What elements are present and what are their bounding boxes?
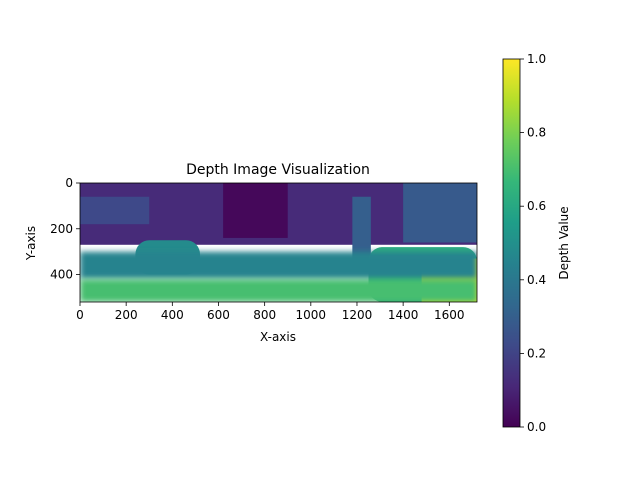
colorbar-tick-label: 0.4 xyxy=(527,273,546,287)
image-frame xyxy=(79,182,478,303)
region-dark-center-top xyxy=(223,183,288,238)
region-ground-near xyxy=(80,279,477,302)
region-right-upper-building xyxy=(403,183,477,243)
colorbar-ticks: 0.0 0.2 0.4 0.6 0.8 1.0 xyxy=(520,52,546,434)
colorbar-tick-label: 1.0 xyxy=(527,52,546,66)
x-tick-label: 1400 xyxy=(388,308,419,322)
y-axis-ticks: 0 200 400 xyxy=(50,176,80,282)
y-tick-label: 0 xyxy=(65,176,73,190)
y-tick-label: 400 xyxy=(50,268,73,282)
region-tree-trunk xyxy=(352,196,371,266)
region-ground-mid xyxy=(80,251,477,280)
y-axis-label: Y-axis xyxy=(24,226,38,261)
x-tick-label: 0 xyxy=(76,308,84,322)
x-tick-label: 800 xyxy=(253,308,276,322)
x-tick-label: 1600 xyxy=(434,308,465,322)
x-tick-label: 600 xyxy=(207,308,230,322)
x-tick-label: 1000 xyxy=(296,308,327,322)
x-tick-label: 400 xyxy=(161,308,184,322)
depth-image xyxy=(80,183,477,302)
colorbar-tick-label: 0.8 xyxy=(527,126,546,140)
x-axis-ticks: 0 200 400 600 800 1000 1200 1400 1600 xyxy=(76,302,465,322)
x-axis-label: X-axis xyxy=(260,330,296,344)
x-tick-label: 1200 xyxy=(342,308,373,322)
chart-title: Depth Image Visualization xyxy=(186,162,370,178)
colorbar-tick-label: 0.0 xyxy=(527,420,546,434)
colorbar-label: Depth Value xyxy=(557,206,571,279)
region-left-upper-band xyxy=(80,196,150,225)
colorbar xyxy=(502,58,521,428)
colorbar-tick-label: 0.6 xyxy=(527,199,546,213)
colorbar-tick-label: 0.2 xyxy=(527,346,546,360)
x-tick-label: 200 xyxy=(115,308,138,322)
y-tick-label: 200 xyxy=(50,222,73,236)
